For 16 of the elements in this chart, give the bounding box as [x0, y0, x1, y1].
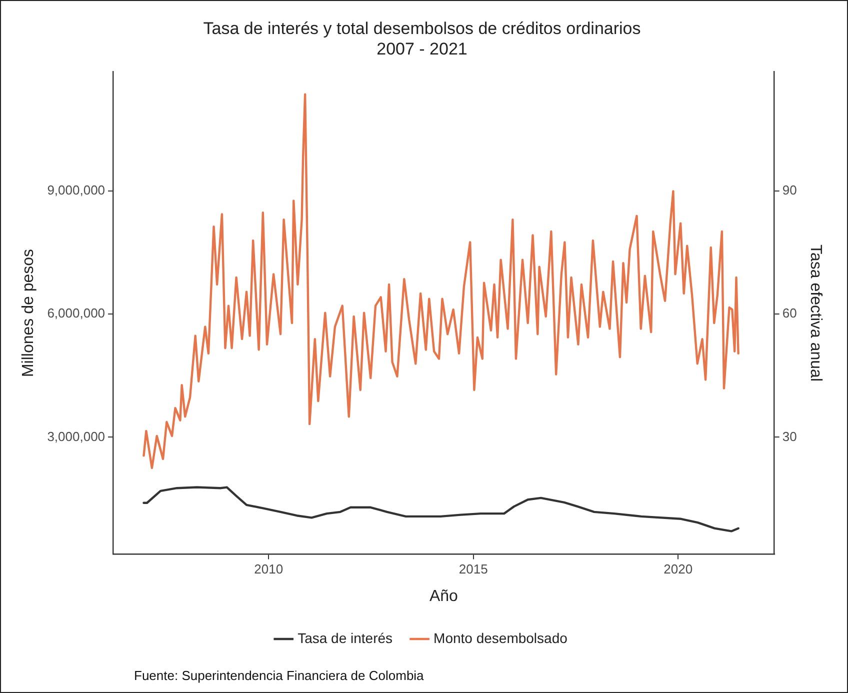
- source-note: Fuente: Superintendencia Financiera de Colombia: [134, 668, 425, 683]
- y2-tick-label: 90: [782, 182, 797, 198]
- y2-axis-title: Tasa efectiva anual: [806, 244, 824, 382]
- legend-label: Tasa de interés: [298, 630, 393, 646]
- y2-tick-label: 30: [782, 428, 797, 444]
- legend-label: Monto desembolsado: [434, 630, 568, 646]
- y-axis-title: Millones de pesos: [20, 248, 38, 378]
- y-tick-label: 6,000,000: [47, 306, 106, 321]
- y2-tick-label: 60: [782, 306, 797, 321]
- x-axis-title: Año: [429, 588, 458, 605]
- x-tick-label: 2015: [458, 562, 488, 577]
- y-tick-label: 3,000,000: [47, 428, 106, 444]
- x-tick-label: 2010: [254, 562, 284, 577]
- x-tick-label: 2020: [664, 562, 693, 577]
- chart-title: Tasa de interés y total desembolsos de créditos ordinarios 2007 - 2021: [203, 18, 641, 58]
- y-tick-label: 9,000,000: [47, 182, 106, 198]
